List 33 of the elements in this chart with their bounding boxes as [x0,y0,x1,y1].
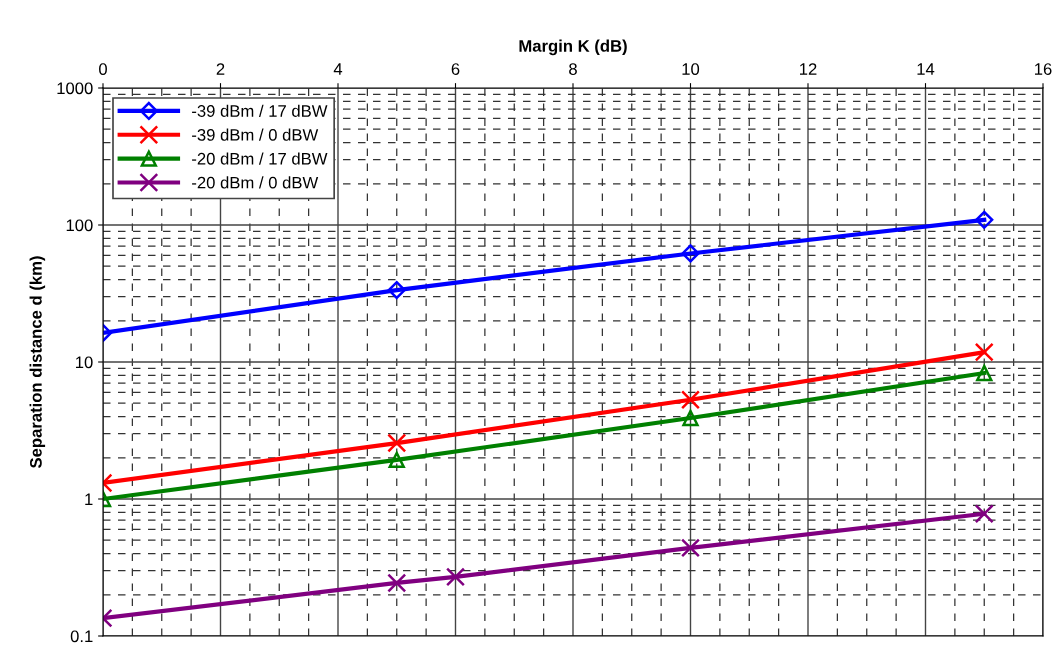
y-tick-label: 10 [76,356,93,369]
point [682,409,699,427]
point [445,567,466,587]
point [387,280,406,300]
point [680,538,701,558]
y-tick-label: 1000 [57,82,93,95]
legend-label: -39 dBm / 0 dBW [192,128,319,141]
y-tick-label: 1 [85,493,93,506]
x-tick-label: 4 [333,63,343,75]
point [974,342,994,362]
point [974,504,994,524]
point [387,573,407,593]
x-tick-label: 16 [1035,63,1052,75]
point [680,390,701,410]
x-tick-label: 10 [682,63,700,75]
y-tick-label: 0.1 [70,630,93,643]
x-tick-label: 2 [216,63,225,75]
x-tick-label: 14 [917,63,935,75]
y-tick-label: 100 [66,219,93,232]
point [976,364,993,382]
y-axis-title: Separation distance d (km) [29,256,46,469]
point [388,451,405,469]
x-axis-title: Margin K (dB) [519,39,627,56]
legend-label: -20 dBm / 0 dBW [192,176,319,189]
legend-label: -39 dBm / 17 dBW [192,104,328,117]
point [681,244,700,263]
legend-label: -20 dBm / 17 dBW [192,152,328,165]
x-tick-label: 6 [451,63,460,75]
x-tick-label: 0 [99,63,107,75]
x-tick-label: 8 [569,63,577,75]
x-tick-label: 12 [800,63,817,75]
point [975,210,994,229]
point [387,433,407,453]
